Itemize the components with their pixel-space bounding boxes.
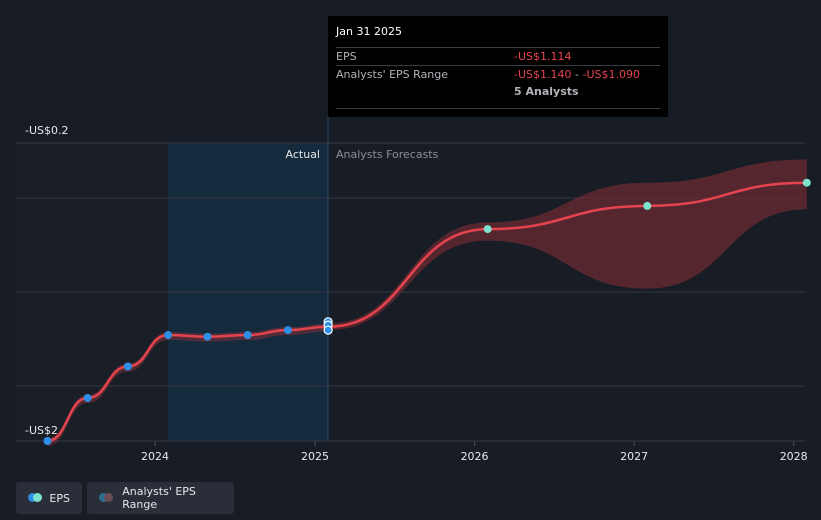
x-tick-label-2: 2026 — [461, 450, 489, 463]
x-tick-label-3: 2027 — [620, 450, 648, 463]
forecast-range-area — [328, 159, 807, 331]
eps-point-0 — [43, 437, 52, 445]
eps-point-5 — [243, 331, 252, 340]
x-tick-label-0: 2024 — [141, 450, 169, 463]
legend-eps-label: EPS — [49, 491, 70, 505]
range-legend-icon — [99, 493, 113, 503]
forecast-range-band — [47, 159, 807, 446]
eps-dot-a — [28, 493, 37, 502]
range-dot-a — [99, 493, 108, 502]
eps-point-4 — [203, 332, 212, 341]
tooltip-date: Jan 31 2025 — [336, 25, 402, 38]
y-tick-top: -US$0.2 — [25, 124, 69, 137]
actual-label: Actual — [286, 148, 320, 161]
eps-point-1 — [83, 393, 92, 402]
x-tick-label-4: 2028 — [780, 450, 808, 463]
eps-dot-b — [33, 493, 42, 502]
legend-eps[interactable]: EPS — [16, 482, 82, 514]
eps-point-10 — [802, 178, 811, 187]
eps-point-9 — [643, 201, 652, 210]
y-tick-bottom: -US$2 — [25, 424, 58, 437]
eps-legend-icon — [28, 493, 42, 503]
range-dot-b — [104, 493, 113, 502]
legend-range[interactable]: Analysts' EPS Range — [87, 482, 234, 514]
tooltip-range-label: Analysts' EPS Range — [336, 68, 449, 81]
tooltip: Jan 31 2025 EPS -US$1.114 Analysts' EPS … — [328, 16, 668, 117]
tooltip-eps-value: -US$1.114 — [514, 50, 572, 63]
tooltip-divider — [336, 108, 660, 109]
tooltip-eps-label: EPS — [336, 50, 357, 63]
tooltip-eps-row: EPS -US$1.114 — [336, 47, 660, 65]
eps-point-3 — [164, 331, 173, 340]
x-tick-label-1: 2025 — [301, 450, 329, 463]
eps-points — [43, 178, 811, 445]
tooltip-range-high: -US$1.090 — [582, 68, 640, 81]
tooltip-analysts: 5 Analysts — [514, 85, 579, 98]
tooltip-range-row: Analysts' EPS Range -US$1.140 - -US$1.09… — [336, 65, 660, 83]
tooltip-range-sep: - — [571, 68, 583, 81]
highlight-point-2 — [323, 325, 333, 335]
eps-point-6 — [283, 326, 292, 335]
x-axis-labels: 2024 2025 2026 2027 2028 — [141, 441, 808, 463]
tooltip-range-low: -US$1.140 — [514, 68, 572, 81]
eps-point-2 — [123, 362, 132, 371]
forecast-label: Analysts Forecasts — [336, 148, 439, 161]
tooltip-analysts-row: 5 Analysts — [336, 83, 660, 100]
legend-range-label: Analysts' EPS Range — [122, 485, 196, 511]
eps-point-8 — [483, 225, 492, 234]
